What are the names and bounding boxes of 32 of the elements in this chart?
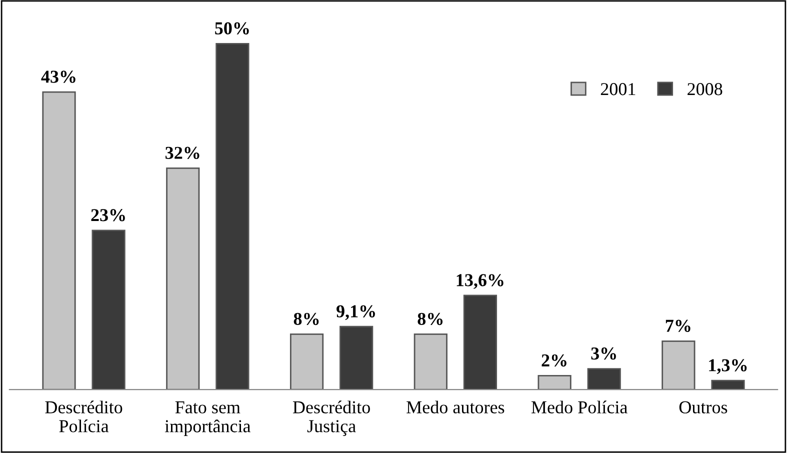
bar [216,42,250,390]
bar [587,368,621,390]
data-label: 50% [215,22,249,34]
data-label: 8% [418,312,443,326]
data-label: 23% [91,209,125,222]
bar [42,91,76,390]
data-label: 3% [591,347,616,360]
x-tick-label: Fato sem importância [164,401,251,436]
bar [92,230,126,390]
bar [538,375,572,390]
bar [662,340,696,390]
bar [166,167,200,390]
legend-label: 2001 [600,83,636,96]
legend-label: 2008 [688,83,722,96]
data-label: 32% [166,146,200,160]
x-tick-label: Outros [679,401,728,414]
data-label: 7% [666,320,690,332]
data-label: 1,3% [709,359,747,374]
x-tick-label: Descrédito Polícia [45,400,122,432]
bar [711,380,745,390]
x-tick-label: Medo autores [406,400,504,414]
bar [340,326,374,390]
data-label: 8% [294,312,319,326]
bar [414,334,448,390]
data-label: 13,6% [456,274,504,289]
data-label: 9,1% [336,305,375,320]
data-label: 43% [41,70,76,83]
bar [290,334,324,390]
bar [463,294,498,390]
x-tick-label: Descrédito Justiça [292,400,370,436]
x-tick-label: Medo Polícia [531,400,628,414]
data-label: 2% [542,354,566,367]
